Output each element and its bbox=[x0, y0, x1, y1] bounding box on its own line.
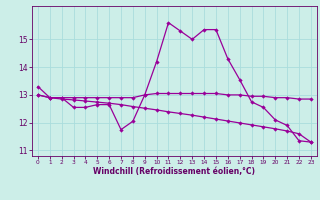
X-axis label: Windchill (Refroidissement éolien,°C): Windchill (Refroidissement éolien,°C) bbox=[93, 167, 255, 176]
